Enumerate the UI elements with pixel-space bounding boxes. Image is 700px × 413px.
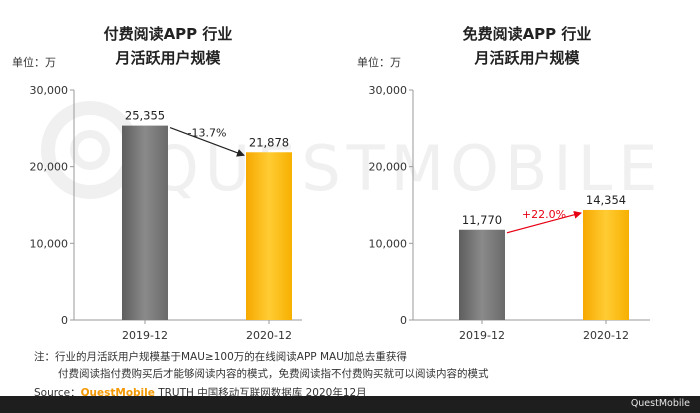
chart-2-y-tick-label: 10,000	[369, 237, 408, 250]
chart-2-bar-2020-12	[583, 209, 629, 320]
chart-2-value-label: 11,770	[462, 213, 502, 227]
chart-2-unit-label: 单位：万	[357, 55, 401, 69]
chart-2-y-tick-label: 0	[400, 314, 407, 327]
chart-2-title-line-2: 月活跃用户规模	[473, 49, 580, 67]
watermark-logo-inner-icon	[70, 130, 110, 170]
chart-1-x-tick-label: 2019-12	[122, 329, 168, 342]
chart-1-growth-arrow	[169, 127, 245, 157]
watermark-logo-icon	[41, 101, 139, 199]
chart-2-value-label: 14,354	[586, 193, 626, 207]
chart-1-bar-2019-12	[122, 125, 168, 320]
chart-2-title-line-1: 免费阅读APP 行业	[463, 25, 592, 43]
chart-1-title-line-2: 月活跃用户规模	[114, 49, 221, 67]
chart-1-value-label: 21,878	[249, 135, 289, 149]
chart-1-y-tick-label: 30,000	[30, 84, 69, 97]
chart-2-growth-label: +22.0%	[522, 208, 566, 221]
chart-1-growth-label: -13.7%	[188, 126, 227, 139]
chart-1-y-tick-label: 0	[61, 314, 68, 327]
chart-2-y-tick-label: 30,000	[369, 84, 408, 97]
chart-1-title-line-1: 付费阅读APP 行业	[104, 25, 233, 43]
chart-2-x-tick-label: 2019-12	[459, 329, 505, 342]
chart-1-value-label: 25,355	[125, 109, 165, 123]
chart-2-x-tick-label: 2020-12	[583, 329, 629, 342]
chart-1-y-tick-label: 20,000	[30, 161, 69, 174]
note-line-2: 付费阅读指付费购买后才能够阅读内容的模式，免费阅读指不付费购买就可以阅读内容的模…	[58, 368, 489, 380]
chart-1-y-tick-label: 10,000	[30, 237, 69, 250]
note-line-1: 注：行业的月活跃用户规模基于MAU≥100万的在线阅读APP MAU加总去重获得	[34, 351, 407, 363]
chart-2-y-tick-label: 20,000	[369, 161, 408, 174]
chart-1-x-tick-label: 2020-12	[246, 329, 292, 342]
corner-brand: QuestMobile	[630, 398, 690, 409]
chart-2-growth-arrow	[506, 210, 582, 234]
chart-2-bar-2019-12	[459, 229, 505, 320]
chart-1-bar-2020-12	[246, 152, 292, 320]
watermark-text: QUESTMOBILE	[150, 132, 663, 205]
chart-1-unit-label: 单位：万	[12, 55, 56, 69]
bottom-bar: QuestMobile	[0, 396, 700, 413]
